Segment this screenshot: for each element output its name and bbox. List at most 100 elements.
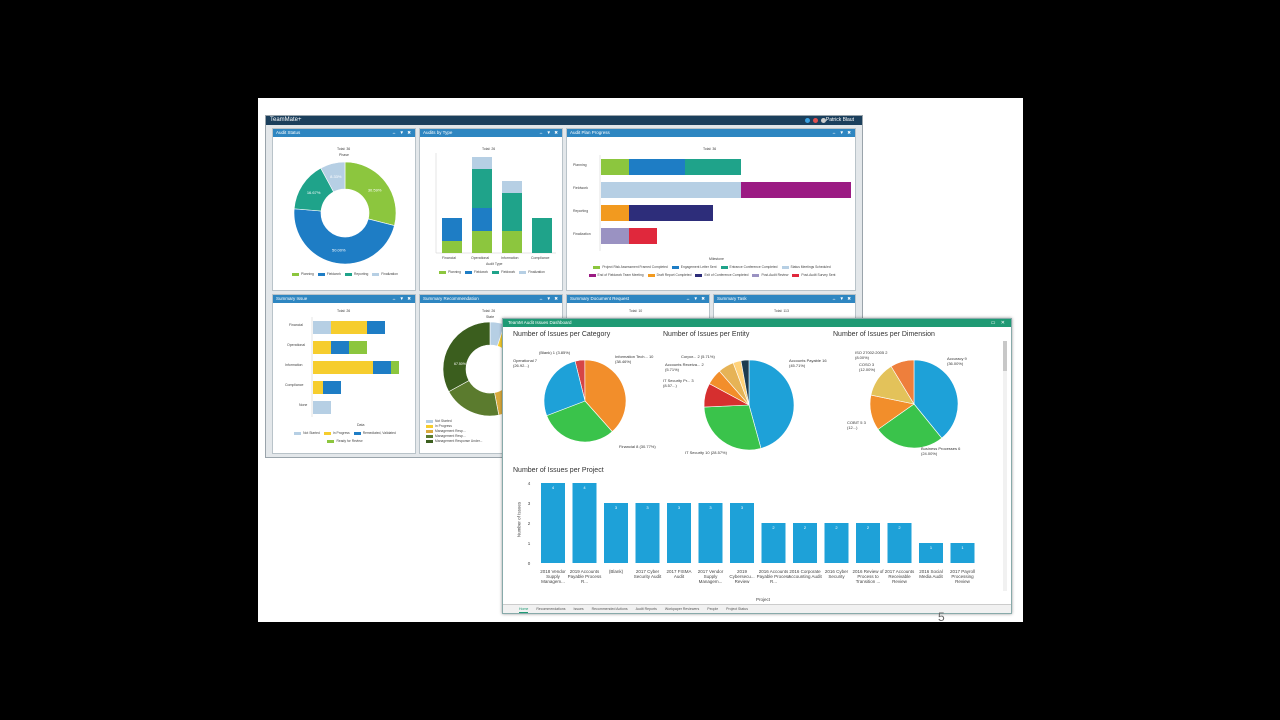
- x-tick-label: 2017 Payroll Processing Review: [949, 569, 976, 584]
- panel-controls[interactable]: ↔ ▼ ✖: [391, 130, 412, 135]
- bar-segment: [313, 321, 331, 334]
- total-label: Total: 26: [482, 147, 496, 151]
- user-menu[interactable]: Patrick Blaut: [825, 117, 854, 123]
- bar-segment: [373, 361, 391, 374]
- powerbi-titlebar: TeamM Audit Issues Dashboard ▭ ✕: [503, 319, 1011, 327]
- category-pie-chart: [543, 359, 627, 443]
- bar-segment: [313, 341, 331, 354]
- x-tick-label: (Blank): [608, 569, 624, 574]
- panel-controls[interactable]: ↔ ▼ ✖: [831, 130, 852, 135]
- x-axis-label: Milestone: [709, 257, 724, 261]
- y-tick: Planning: [573, 163, 587, 167]
- legend-item: Remediated, Validated: [353, 431, 396, 435]
- tab-home[interactable]: Home: [519, 607, 529, 613]
- bar-segment: [532, 218, 552, 253]
- legend-item: Draft Report Completed: [647, 273, 691, 277]
- x-axis-label: Data: [357, 423, 365, 427]
- scrollbar-thumb[interactable]: [1003, 341, 1007, 371]
- panel-header: Summary Task ↔ ▼ ✖: [714, 295, 855, 303]
- help-icon[interactable]: [805, 118, 810, 123]
- pie-slice: [293, 208, 395, 265]
- slice-label: 67.50%: [454, 362, 466, 366]
- legend-item: Fieldwork: [317, 272, 341, 276]
- bar-value-label: 4: [552, 485, 555, 490]
- bar-segment: [629, 159, 685, 175]
- project-bar: [950, 543, 975, 563]
- bar-segment: [472, 157, 492, 169]
- panel-controls[interactable]: ↔ ▼ ✖: [538, 296, 559, 301]
- panel-audits-by-type: Audits by Type ↔ ▼ ✖ Total: 26 Financial …: [419, 128, 563, 291]
- panel-controls[interactable]: ↔ ▼ ✖: [391, 296, 412, 301]
- y-tick: Financial: [289, 323, 304, 327]
- slice-label: 30.59%: [368, 187, 382, 192]
- x-tick-label: 2016 Accounts Payable Process R...: [756, 569, 791, 584]
- bar-segment: [472, 208, 492, 231]
- panel-controls[interactable]: ↔ ▼ ✖: [831, 296, 852, 301]
- project-bar: [635, 503, 660, 563]
- legend-item: Planning: [292, 272, 314, 276]
- tab-recommended-actions[interactable]: Recommended Actions: [591, 607, 628, 611]
- tab-audit-reports[interactable]: Audit Reports: [635, 607, 657, 611]
- legend-item: End of Fieldwork Team Meeting: [588, 273, 644, 277]
- y-tick-label: 0: [527, 560, 531, 566]
- category-chart-title: Number of Issues per Category: [513, 331, 611, 338]
- tab-workpaper-reviewers[interactable]: Workpaper Reviewers: [664, 607, 700, 611]
- slice-label: 16.67%: [307, 190, 321, 195]
- panel-header: Summary Document Request ↔ ▼ ✖: [567, 295, 709, 303]
- tab-recommendations[interactable]: Recommendations: [536, 607, 566, 611]
- x-tick-label: 2018 Vendor Supply Managem...: [540, 569, 566, 584]
- bar-value-label: 2: [804, 525, 807, 530]
- tab-people[interactable]: People: [707, 607, 719, 611]
- panel-controls[interactable]: ↔ ▼ ✖: [685, 296, 706, 301]
- tab-issues[interactable]: Issues: [573, 607, 584, 611]
- bar-value-label: 2: [772, 525, 775, 530]
- audit-status-donut: 30.59% 50.00% 16.67% 8.33%: [293, 161, 397, 265]
- legend-item: Fieldwork: [464, 270, 488, 274]
- legend-item: Planning: [439, 270, 461, 274]
- audit-plan-progress-chart: [599, 155, 851, 251]
- panel-controls[interactable]: ↔ ▼ ✖: [538, 130, 559, 135]
- legend-item: Ready for Review: [327, 439, 363, 443]
- bar-segment: [685, 159, 741, 175]
- x-axis-label: Audit Type: [486, 262, 503, 266]
- bar-segment: [367, 321, 385, 334]
- pie-label: Corpor... 2 (5.71%): [681, 354, 715, 359]
- total-label: Total: 26: [337, 309, 351, 313]
- x-tick-label: 2017 FISMA Audit: [666, 569, 692, 579]
- panel-title: Audit Plan Progress: [570, 130, 610, 135]
- panel-audit-status: Audit Status ↔ ▼ ✖ Total: 36 Phase 30.59%…: [272, 128, 416, 291]
- x-tick-label: 2016 Corporate Accounting Audit: [788, 569, 822, 579]
- notification-icon[interactable]: [813, 118, 818, 123]
- legend-item: Project Risk Assessment Framed Completed: [593, 265, 668, 269]
- y-tick: Information: [285, 363, 303, 367]
- bar-segment: [331, 321, 367, 334]
- powerbi-title: TeamM Audit Issues Dashboard: [508, 320, 572, 325]
- x-tick: Financial: [442, 256, 457, 260]
- bar-value-label: 4: [583, 485, 586, 490]
- pie-label: Accounts Receiva... 2 (5.71%): [665, 362, 704, 372]
- tab-project-status[interactable]: Project Status: [726, 607, 748, 611]
- y-tick-label: 3: [527, 500, 531, 506]
- window-controls[interactable]: ▭ ✕: [990, 320, 1007, 326]
- settings-icon[interactable]: [821, 118, 826, 123]
- legend-item: Exit of Conference Completed: [695, 273, 748, 277]
- pie-slice: [344, 161, 397, 226]
- legend-item: Entrance Conference Completed: [720, 265, 778, 269]
- bar-segment: [502, 193, 522, 231]
- y-tick: Compliance: [285, 383, 304, 387]
- x-tick-label: 2016 Cyber Security: [824, 569, 849, 579]
- bar-value-label: 2: [867, 525, 870, 530]
- bar-value-label: 1: [930, 545, 933, 550]
- teammate-title: TeamMate+: [270, 117, 302, 123]
- audits-by-type-chart: [435, 153, 556, 254]
- entity-chart-title: Number of Issues per Entity: [663, 331, 750, 338]
- panel-header: Audit Status ↔ ▼ ✖: [273, 129, 415, 137]
- panel-header: Audit Plan Progress ↔ ▼ ✖: [567, 129, 855, 137]
- pie-label: Accounts Payable 16 (45.71%): [789, 358, 827, 368]
- scrollbar[interactable]: [1003, 341, 1007, 591]
- bar-segment: [741, 182, 851, 198]
- bar-value-label: 2: [835, 525, 838, 530]
- x-tick: Operational: [471, 256, 490, 260]
- project-bar: [541, 483, 565, 563]
- pie-slice: [890, 359, 915, 406]
